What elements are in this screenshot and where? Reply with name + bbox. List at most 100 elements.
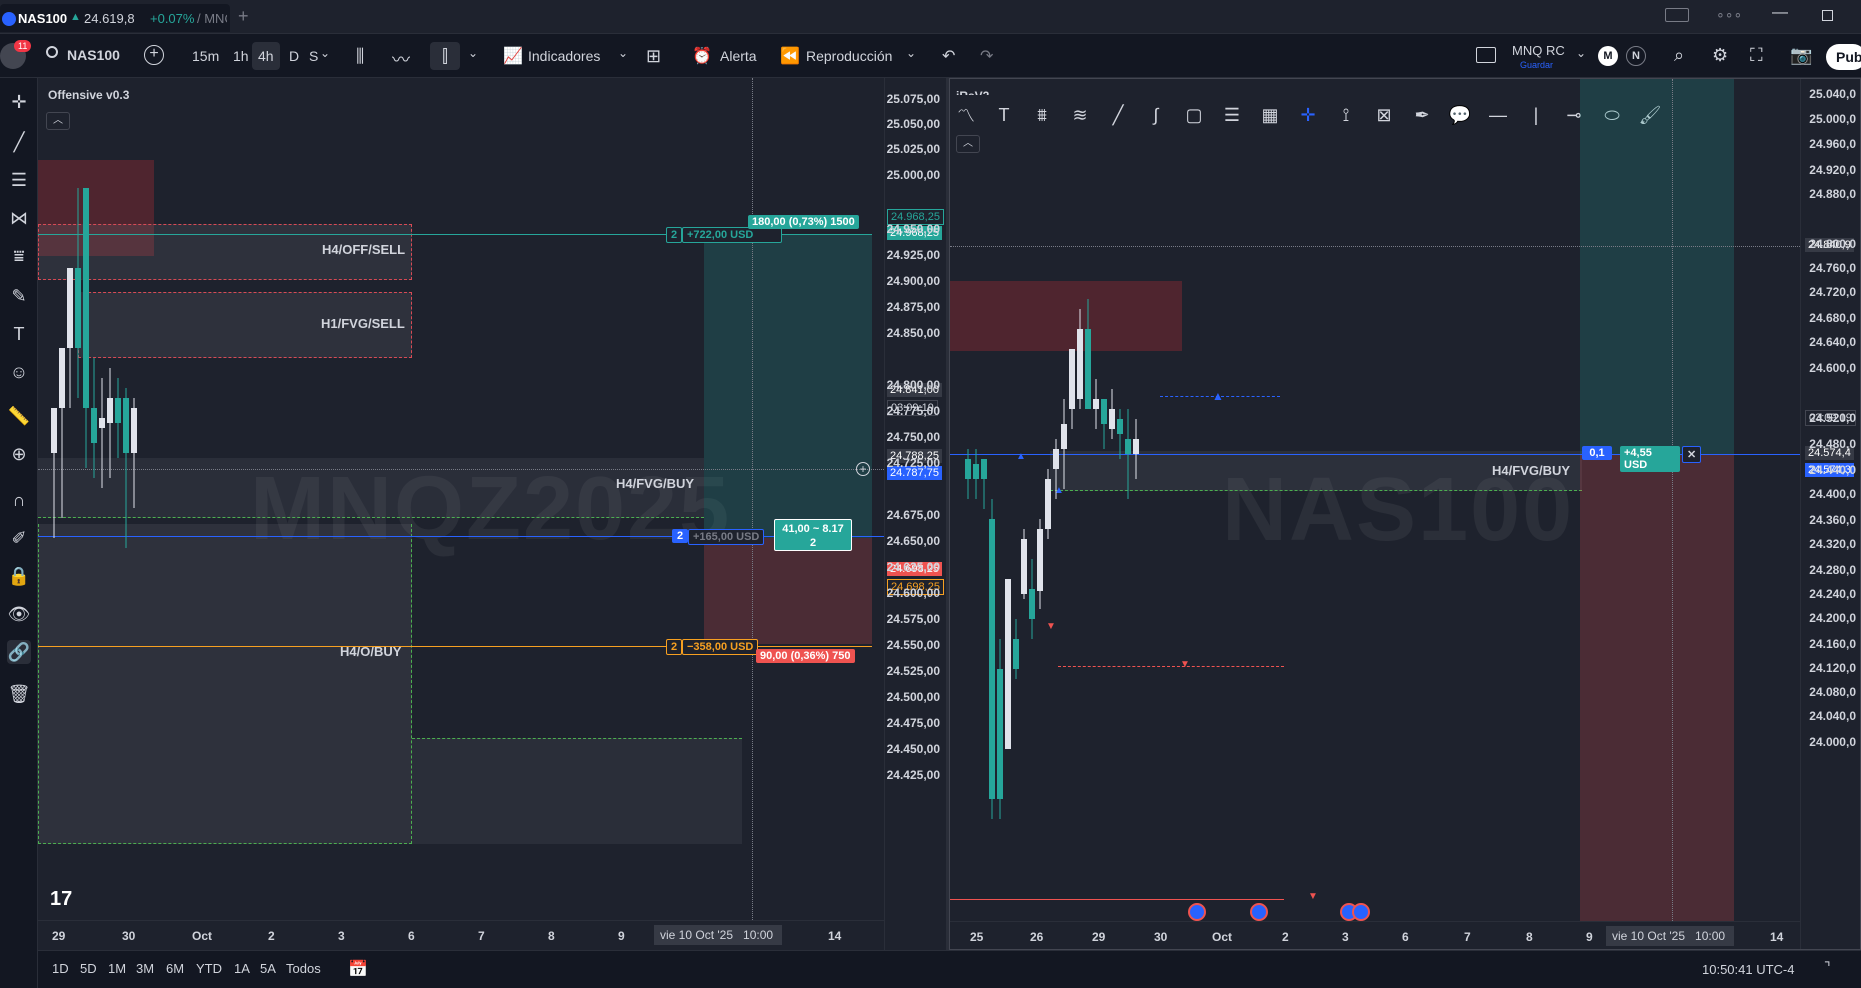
more-icon[interactable]: ∘∘∘ xyxy=(1716,6,1743,22)
publish-button[interactable]: Publ xyxy=(1826,44,1861,70)
emoji-icon[interactable]: ☺ xyxy=(9,361,29,382)
expand-icon[interactable]: ⌝ xyxy=(1824,959,1831,975)
layout-grid-icon[interactable] xyxy=(1476,47,1496,63)
right-fvg-buy-zone[interactable] xyxy=(1050,451,1582,491)
trash-icon[interactable]: 🗑 xyxy=(7,683,31,704)
entry-order-qty[interactable]: 2 xyxy=(672,529,688,543)
curve-tool-icon[interactable]: ∫ xyxy=(1153,104,1159,125)
clock[interactable]: 10:50:41 UTC-4 xyxy=(1702,962,1795,977)
grid-tool-icon[interactable]: ▦ xyxy=(1261,104,1279,125)
lock-pencil-icon[interactable]: ✐ xyxy=(11,527,27,548)
interval-4h[interactable]: 4h xyxy=(252,42,280,70)
pattern-icon[interactable]: ⋈ xyxy=(10,207,28,228)
templates-icon[interactable]: ⊞ xyxy=(646,46,662,66)
zone-o-buy[interactable] xyxy=(38,524,412,844)
compare-symbol-icon[interactable]: + xyxy=(144,45,164,65)
brush-tool-icon[interactable]: 🖌 xyxy=(1638,104,1662,125)
snapshot-icon[interactable]: 📷 xyxy=(1790,45,1813,65)
range-1D[interactable]: 1D xyxy=(52,961,69,976)
bar-style-icon[interactable]: ⫼ xyxy=(356,46,365,66)
range-5A[interactable]: 5A xyxy=(260,961,276,976)
interval-dropdown-icon[interactable]: ⌄ xyxy=(320,46,331,60)
take-profit-area[interactable] xyxy=(704,234,872,538)
event-flag-icon-2[interactable] xyxy=(1250,903,1268,921)
entry-order-pnl[interactable]: +165,00 USD xyxy=(688,529,765,545)
range-YTD[interactable]: YTD xyxy=(196,961,222,976)
horizontal-ray-icon[interactable]: ⊸ xyxy=(1566,104,1582,125)
pen-tool-icon[interactable]: ✒ xyxy=(1414,104,1430,125)
right-price-axis[interactable]: 24.840,9 03:09:19 24.574,4 24.574,3 25.0… xyxy=(1800,79,1860,949)
replay-button[interactable]: Reproducción xyxy=(806,48,893,64)
collapse-indicators-right-icon[interactable]: ︿ xyxy=(956,135,980,153)
forecast-icon[interactable]: ⩸ xyxy=(13,245,25,266)
zone-off-sell[interactable] xyxy=(38,224,412,280)
left-chart-pane[interactable]: Offensive v0.3 ︿ MNQZ2025 H4/OFF/SELL H1… xyxy=(38,78,946,950)
tp-order-pnl[interactable]: +722,00 USD xyxy=(682,227,782,243)
stop-loss-area[interactable] xyxy=(704,538,872,644)
left-price-axis[interactable]: 24.968,25 24.968,25 24.841,00 03:09:19 2… xyxy=(884,78,946,950)
replay-dropdown-icon[interactable]: ⌄ xyxy=(906,46,917,60)
horizontal-line-icon[interactable]: — xyxy=(1489,104,1507,125)
gann-tool-icon[interactable]: ⊠ xyxy=(1376,104,1392,125)
eye-icon[interactable]: 👁 xyxy=(7,603,31,624)
fib-icon[interactable]: ☰ xyxy=(10,169,28,190)
range-3M[interactable]: 3M xyxy=(136,961,155,976)
zone-fvg-sell[interactable] xyxy=(78,292,412,358)
layout-save-label[interactable]: Guardar xyxy=(1520,60,1554,70)
new-tab-icon[interactable]: + xyxy=(238,6,249,26)
plus-crosshair-icon[interactable]: + xyxy=(856,462,870,476)
chart-type-dropdown-icon[interactable]: ⌄ xyxy=(468,46,479,60)
user-avatar-n[interactable]: N xyxy=(1626,46,1646,66)
multi-line-icon[interactable]: 〽 xyxy=(957,106,975,126)
interval-1h[interactable]: 1h xyxy=(233,48,249,64)
interval-S[interactable]: S xyxy=(309,48,319,64)
maximize-icon[interactable] xyxy=(1822,10,1833,21)
line-style-icon[interactable]: 〰 xyxy=(392,50,410,70)
sl-order-pnl[interactable]: −358,00 USD xyxy=(682,639,759,655)
date-range-icon[interactable]: 📅 xyxy=(348,961,368,978)
indicators-dropdown-icon[interactable]: ⌄ xyxy=(618,46,629,60)
undo-icon[interactable]: ↶ xyxy=(942,48,956,65)
user-avatar-m[interactable]: M xyxy=(1598,46,1618,66)
pattern-tool-icon[interactable]: ⟟ xyxy=(1342,104,1350,125)
right-tp-area[interactable] xyxy=(1580,79,1734,455)
settings-icon[interactable]: ⚙ xyxy=(1712,45,1729,65)
toolbar-symbol[interactable]: NAS100 xyxy=(67,47,120,63)
rectangle-tool-icon[interactable]: ▢ xyxy=(1185,104,1203,125)
minimize-icon[interactable]: — xyxy=(1772,4,1788,21)
trend-line-icon[interactable]: ╱ xyxy=(13,131,25,152)
callout-tool-icon[interactable]: 💬 xyxy=(1448,104,1472,125)
brush-icon[interactable]: ✎ xyxy=(11,285,27,306)
sl-order-qty[interactable]: 2 xyxy=(666,639,683,655)
text-tool-icon[interactable]: T xyxy=(998,104,1010,125)
text-icon[interactable]: T xyxy=(13,323,25,344)
layout-dropdown-icon[interactable]: ⌄ xyxy=(1576,46,1587,60)
line-tool-icon[interactable]: ╱ xyxy=(1112,104,1124,125)
right-chart-pane[interactable]: iRsV2 ︿ NAS100 ⋮ 〽 T ⩩ ≋ ╱ ∫ ▢ ☰ ▦ ✛ ⟟ ⊠… xyxy=(949,78,1861,950)
indicators-button[interactable]: Indicadores xyxy=(528,48,601,64)
tp-order-qty[interactable]: 2 xyxy=(666,227,683,243)
parallel-channel-icon[interactable]: ⩩ xyxy=(1037,104,1047,125)
range-6M[interactable]: 6M xyxy=(166,961,185,976)
layout-name[interactable]: MNQ RC xyxy=(1512,43,1565,58)
range-1A[interactable]: 1A xyxy=(234,961,250,976)
search-icon[interactable] xyxy=(46,46,58,58)
window-layout-icon[interactable] xyxy=(1665,8,1689,22)
right-order-qty[interactable]: 0,1 xyxy=(1582,446,1612,460)
alert-button[interactable]: Alerta xyxy=(720,48,757,64)
event-flag-icon-1[interactable] xyxy=(1188,903,1206,921)
interval-15m[interactable]: 15m xyxy=(192,48,220,64)
candle-style-icon[interactable]: ⫿ xyxy=(430,42,460,70)
right-order-pnl[interactable]: +4,55 USD xyxy=(1620,446,1680,472)
crosshair-tool-icon[interactable]: ✛ xyxy=(1300,104,1316,125)
fullscreen-icon[interactable]: ⛶ xyxy=(1750,45,1763,65)
magnet-icon[interactable]: ∩ xyxy=(12,489,26,510)
pane-divider[interactable] xyxy=(946,78,949,950)
vertical-line-icon[interactable]: | xyxy=(1533,104,1539,125)
zone-fvg-buy[interactable] xyxy=(38,458,704,518)
right-order-close-icon[interactable]: ✕ xyxy=(1682,446,1702,463)
ruler-icon[interactable]: 📏 xyxy=(7,405,31,426)
chart-tab[interactable]: NAS100 ▲ 24.619,8 +0.07% / MNQ xyxy=(0,4,230,32)
fib-tool-icon[interactable]: ☰ xyxy=(1223,104,1241,125)
range-Todos[interactable]: Todos xyxy=(286,961,321,976)
